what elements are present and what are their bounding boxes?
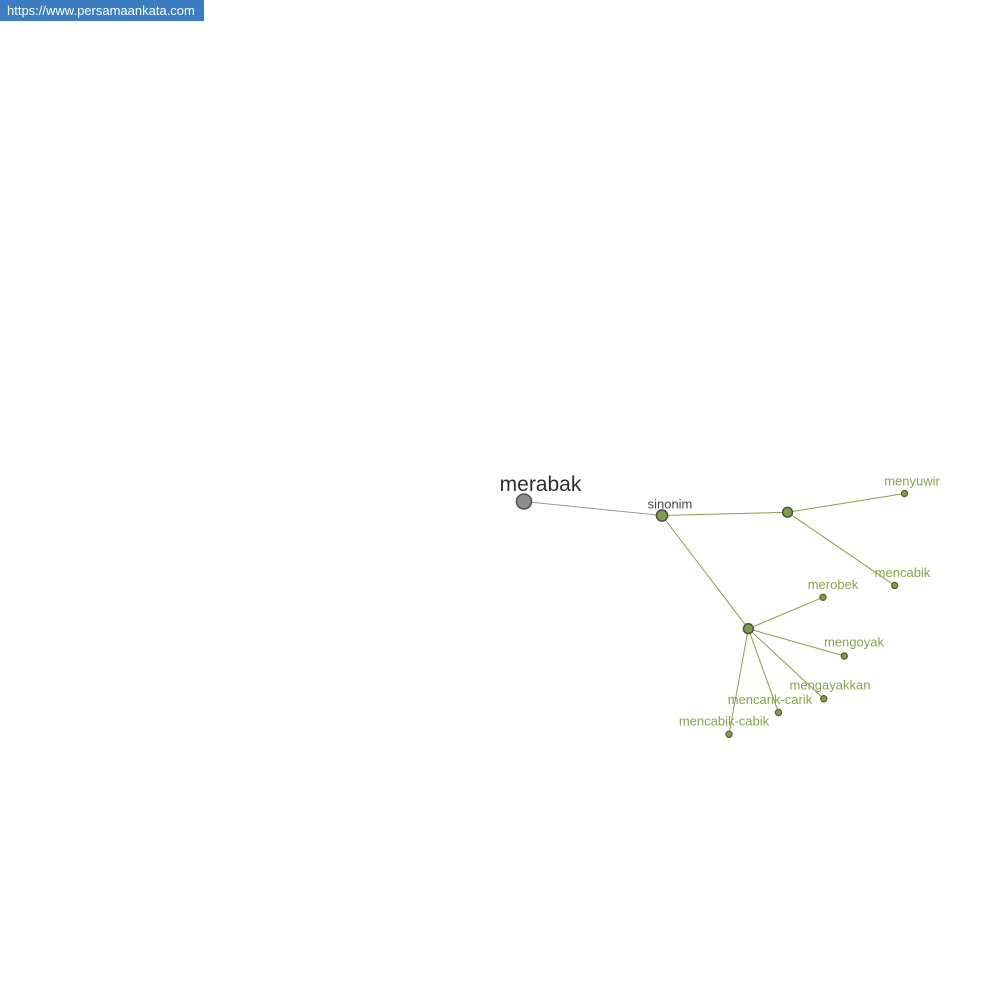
node-merabak[interactable]	[515, 493, 533, 510]
node-label-mengoyak: mengoyak	[824, 635, 884, 650]
edge-hub2-merobek	[748, 596, 824, 630]
node-sinonim[interactable]	[655, 509, 669, 522]
edge-hub1-mencabik	[787, 511, 895, 586]
edge-hub2-mengoyak	[748, 628, 845, 657]
node-label-mencarik-carik: mencarik-carik	[728, 692, 813, 707]
node-hub2[interactable]	[742, 623, 754, 635]
node-mencabik-cabik[interactable]	[725, 730, 733, 739]
node-merobek[interactable]	[819, 593, 827, 602]
node-label-menyuwir: menyuwir	[884, 474, 940, 489]
node-label-merobek: merobek	[808, 577, 859, 592]
edge-hub2-mencabik-cabik	[728, 628, 749, 735]
node-label-mengayakkan: mengayakkan	[790, 678, 871, 693]
node-mencabik[interactable]	[891, 581, 899, 590]
node-label-mencabik-cabik: mencabik-cabik	[679, 714, 770, 729]
node-mencarik-carik[interactable]	[774, 708, 783, 717]
edge-hub2-mengayakkan	[747, 628, 825, 700]
node-label-merabak: merabak	[500, 473, 582, 496]
edge-merabak-sinonim	[523, 501, 663, 516]
node-mengayakkan[interactable]	[820, 695, 828, 703]
node-label-mencabik: mencabik	[875, 565, 931, 580]
node-hub1[interactable]	[781, 506, 794, 518]
site-url-link[interactable]: https://www.persamaankata.com	[7, 3, 195, 18]
edge-hub2-mencarik-carik	[747, 628, 779, 713]
node-label-sinonim: sinonim	[648, 497, 693, 512]
edge-sinonim-hub2	[661, 515, 749, 630]
site-watermark-bar: https://www.persamaankata.com	[0, 0, 204, 21]
edge-hub1-menyuwir	[787, 493, 905, 513]
edge-sinonim-hub1	[661, 511, 788, 516]
node-mengoyak[interactable]	[840, 652, 849, 660]
node-menyuwir[interactable]	[900, 489, 909, 498]
